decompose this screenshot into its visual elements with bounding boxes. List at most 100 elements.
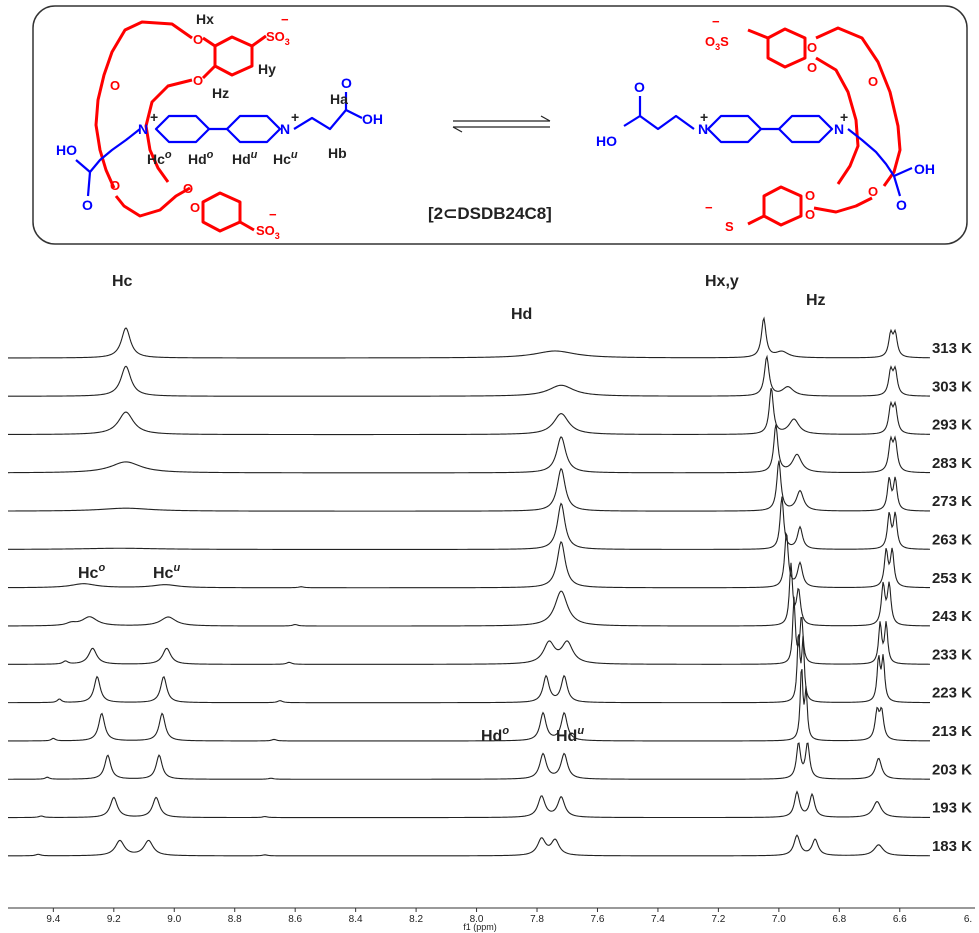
spectrum-trace [8,316,931,359]
temperature-label: 313 K [932,340,972,357]
reaction-scheme: O O O O O O SO3 − SO3 − N + N + [32,5,968,245]
x-tick-label: 7.0 [772,914,786,925]
spectrum-trace [8,354,931,397]
so3-right-top: O3S [705,34,729,52]
n-left-2: N [280,121,290,137]
spectrum-trace [8,424,931,474]
spectrum-trace [8,388,931,436]
crown-r-o-4: O [805,188,815,203]
vt-nmr-chart: 313 K 303 K 293 K 283 K 273 K 263 K 253 K 243 K… [7,273,975,932]
o-left-acid: O [341,75,352,91]
peak-label-hdo: Hdo [481,725,509,745]
crown-o-3: O [110,78,120,93]
peak-label-hcu: Hcu [153,562,180,582]
s-right-bottom: S [725,219,734,234]
plus-right-2: + [840,109,848,125]
label-hdo: Hdo [188,149,214,167]
peak-label-hz: Hz [806,292,826,309]
guest-right [623,96,913,197]
crown-o-2: O [193,32,203,47]
x-tick-label: 6.6 [893,914,907,925]
proton-labels: Hx Hy Hz Ha Hb Hco Hdo Hdu Hcu [147,11,348,167]
x-tick-label: 6. [964,914,972,925]
spectrum-trace [8,596,931,665]
temperature-label: 273 K [932,493,972,510]
spectrum-trace [7,790,930,819]
crown-r-o-3: O [868,74,878,89]
spectra-traces [7,316,931,857]
ho-left: HO [56,142,77,158]
crown-r-o-6: O [868,184,878,199]
plus-left-2: + [291,109,299,125]
temperature-label: 283 K [932,455,972,472]
x-tick-label: 9.2 [107,914,121,925]
temperature-label: 243 K [932,608,972,625]
crown-o-6: O [110,178,120,193]
equilibrium-arrows [452,115,551,133]
x-tick-label: 7.8 [530,914,544,925]
peak-label-hxy: Hx,y [705,273,739,290]
spectrum-trace [8,531,931,589]
ho-right: HO [596,133,617,149]
peak-label-hc: Hc [112,273,133,290]
label-hx: Hx [196,11,214,27]
temperature-label: 263 K [932,532,972,549]
temperature-label: 233 K [932,646,972,663]
crown-ether-right [747,26,902,227]
o-right-acid: O [634,79,645,95]
temperature-label: 303 K [932,378,972,395]
x-tick-label: 9.0 [167,914,181,925]
x-tick-label: 7.4 [651,914,665,925]
temperature-labels: 313 K 303 K 293 K 283 K 273 K 263 K 253 K 243 K… [932,340,972,855]
temperature-label: 223 K [932,685,972,702]
crown-ether-left [94,20,267,233]
scheme-frame [32,5,968,245]
spectrum-trace [8,669,930,742]
x-tick-label: 8.6 [288,914,302,925]
crown-r-o-2: O [807,60,817,75]
spectrum-trace [8,634,931,704]
minus-left-bottom: − [269,207,277,222]
crown-ether-left-labels: O O O O O O SO3 − SO3 − [110,12,290,241]
x-tick-label: 7.6 [591,914,605,925]
label-hco: Hco [147,149,172,167]
temperature-label: 203 K [932,761,972,778]
spectrum-trace [8,742,930,780]
peak-label-hdu: Hdu [556,725,584,745]
temperature-label: 213 K [932,723,972,740]
spectrum-trace [8,562,931,627]
peak-label-hco: Hco [78,562,105,582]
x-axis: 9.4 9.2 9.0 8.8 8.6 8.4 8.2 8.0 7.8 7.6 7.4 7.2 7.0 6… [8,907,975,925]
label-hcu: Hcu [273,149,298,167]
spectrum-trace [8,834,930,857]
oh-right: OH [914,161,935,177]
x-tick-label: 9.4 [46,914,60,925]
minus-right-bottom: − [705,200,713,215]
x-axis-label: f1 (ppm) [463,922,497,932]
label-hb: Hb [328,145,347,161]
temperature-label: 293 K [932,417,972,434]
label-ha: Ha [330,91,348,107]
temperature-label: 253 K [932,570,972,587]
n-left-1: N [138,121,148,137]
x-tick-label: 8.2 [409,914,423,925]
n-right-1: N [698,121,708,137]
crown-r-o-5: O [805,207,815,222]
so3-left-top: SO3 [266,29,290,47]
crown-o-1: O [193,73,203,88]
minus-right-top: − [712,14,720,29]
n-right-2: N [834,121,844,137]
peak-assignments: Hc Hd Hx,y Hz Hco Hcu Hdo Hdu [78,273,826,745]
guest-left [75,92,363,197]
label-hy: Hy [258,61,276,77]
spectrum-trace [8,496,931,550]
so3-left-bottom: SO3 [256,223,280,241]
crown-o-4: O [183,181,193,196]
oh-left: OH [362,111,383,127]
x-tick-label: 6.8 [832,914,846,925]
crown-o-5: O [190,200,200,215]
guest-left-labels: N + N + O OH HO O [56,75,383,213]
label-hz: Hz [212,85,229,101]
x-tick-label: 8.4 [349,914,363,925]
